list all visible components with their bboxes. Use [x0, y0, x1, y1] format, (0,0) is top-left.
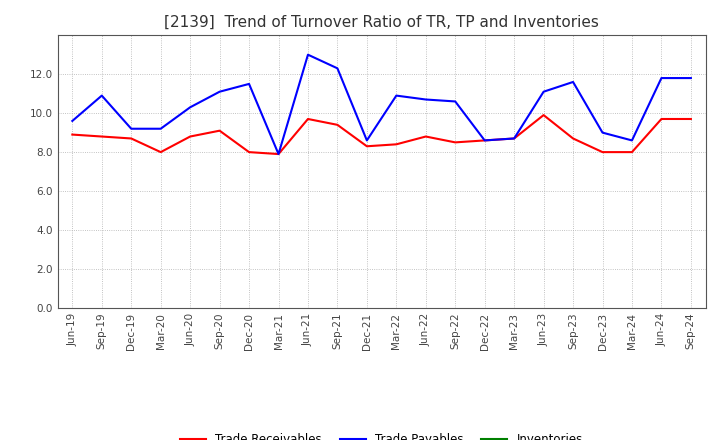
Trade Receivables	[363, 143, 372, 149]
Trade Payables	[333, 66, 342, 71]
Trade Payables	[127, 126, 135, 132]
Trade Payables	[421, 97, 430, 102]
Trade Payables	[245, 81, 253, 87]
Title: [2139]  Trend of Turnover Ratio of TR, TP and Inventories: [2139] Trend of Turnover Ratio of TR, TP…	[164, 15, 599, 30]
Trade Payables	[215, 89, 224, 94]
Trade Payables	[156, 126, 165, 132]
Trade Payables	[363, 138, 372, 143]
Trade Payables	[539, 89, 548, 94]
Trade Receivables	[598, 150, 607, 155]
Trade Receivables	[156, 150, 165, 155]
Trade Receivables	[274, 151, 283, 157]
Trade Receivables	[97, 134, 106, 139]
Trade Receivables	[68, 132, 76, 137]
Trade Receivables	[451, 140, 459, 145]
Trade Receivables	[392, 142, 400, 147]
Trade Receivables	[186, 134, 194, 139]
Trade Payables	[274, 151, 283, 157]
Trade Receivables	[657, 116, 666, 121]
Trade Receivables	[127, 136, 135, 141]
Trade Payables	[392, 93, 400, 98]
Trade Receivables	[510, 136, 518, 141]
Trade Payables	[97, 93, 106, 98]
Trade Receivables	[480, 138, 489, 143]
Trade Receivables	[215, 128, 224, 133]
Trade Receivables	[628, 150, 636, 155]
Legend: Trade Receivables, Trade Payables, Inventories: Trade Receivables, Trade Payables, Inven…	[176, 429, 588, 440]
Trade Payables	[480, 138, 489, 143]
Trade Payables	[304, 52, 312, 57]
Trade Payables	[569, 79, 577, 84]
Trade Payables	[68, 118, 76, 124]
Trade Receivables	[421, 134, 430, 139]
Trade Payables	[687, 75, 696, 81]
Trade Payables	[598, 130, 607, 135]
Trade Payables	[451, 99, 459, 104]
Trade Receivables	[245, 150, 253, 155]
Trade Payables	[657, 75, 666, 81]
Trade Payables	[186, 105, 194, 110]
Line: Trade Receivables: Trade Receivables	[72, 115, 691, 154]
Trade Payables	[628, 138, 636, 143]
Trade Receivables	[333, 122, 342, 128]
Trade Receivables	[539, 113, 548, 118]
Trade Receivables	[304, 116, 312, 121]
Trade Payables	[510, 136, 518, 141]
Trade Receivables	[687, 116, 696, 121]
Trade Receivables	[569, 136, 577, 141]
Line: Trade Payables: Trade Payables	[72, 55, 691, 154]
